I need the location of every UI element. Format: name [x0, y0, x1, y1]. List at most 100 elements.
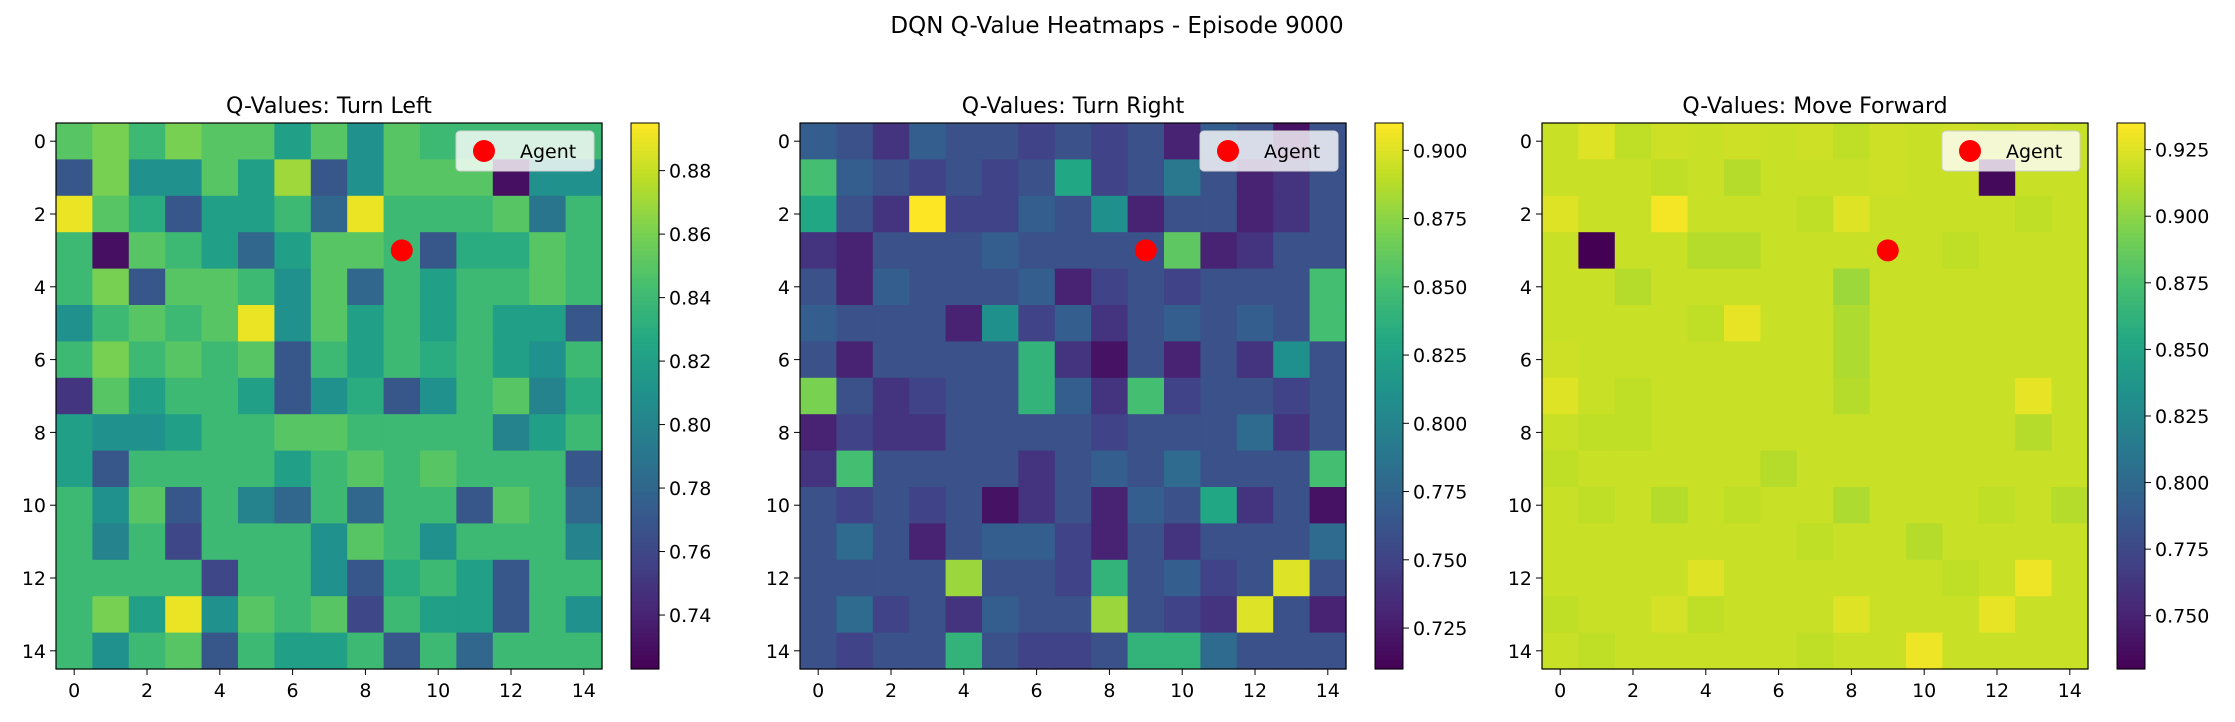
heatmap-cell [1164, 159, 1201, 197]
colorbar-segment [631, 259, 659, 265]
colorbar-segment [631, 455, 659, 461]
colorbar-segment [631, 546, 659, 552]
heatmap-cell [800, 195, 837, 233]
colorbar-segment [2117, 227, 2145, 233]
colorbar-segment [2117, 163, 2145, 170]
heatmap-cell [1869, 341, 1907, 379]
colorbar-segment [631, 236, 659, 242]
heatmap-cell [1687, 305, 1725, 342]
heatmap-cell [128, 341, 166, 379]
heatmap-cell [1578, 414, 1616, 452]
heatmap-cell [872, 123, 910, 160]
heatmap-cell [1687, 195, 1725, 233]
colorbar-segment [631, 587, 659, 593]
heatmap-cell [1869, 268, 1907, 306]
heatmap-cell [492, 450, 530, 488]
heatmap-cell [565, 450, 603, 488]
colorbar-segment [631, 154, 659, 160]
heatmap-cell [383, 450, 421, 488]
heatmap-cell [92, 450, 130, 488]
heatmap-cell [128, 159, 166, 197]
heatmap-cell [1833, 523, 1871, 561]
heatmap-cell [1164, 377, 1201, 415]
heatmap-cell [1651, 559, 1689, 597]
colorbar-segment [1375, 327, 1403, 333]
colorbar-segment [631, 250, 659, 256]
heatmap-cell [310, 305, 348, 342]
colorbar-segment [1375, 173, 1403, 179]
colorbar-segment [631, 659, 659, 666]
heatmap-cell [1651, 123, 1689, 160]
heatmap-cell [201, 123, 239, 160]
colorbar-segment [2117, 218, 2145, 224]
heatmap-cell [1869, 632, 1907, 670]
heatmap-cell [1200, 195, 1238, 233]
colorbar-segment [1375, 400, 1403, 406]
heatmap-cell [420, 305, 457, 342]
colorbar-segment [631, 396, 659, 402]
colorbar-segment [1375, 537, 1403, 543]
y-tick-label: 6 [778, 350, 790, 372]
colorbar-segment [2117, 259, 2145, 265]
x-tick-label: 12 [499, 680, 523, 702]
colorbar-frame [2116, 122, 2146, 670]
heatmap-cell [201, 450, 239, 488]
colorbar-segment [2117, 628, 2145, 634]
heatmap-cell [1869, 523, 1907, 561]
colorbar-segment [631, 295, 659, 302]
heatmap-cell [1054, 195, 1092, 233]
heatmap-cell [982, 596, 1019, 634]
heatmap-cell [1942, 596, 1980, 634]
colorbar-segment [2117, 254, 2145, 261]
heatmap-cell [165, 268, 203, 306]
heatmap-cell [1869, 596, 1907, 634]
colorbar-segment [631, 618, 659, 625]
heatmap-cell [1869, 377, 1907, 415]
colorbar-segment [1375, 659, 1403, 666]
colorbar-segment [631, 136, 659, 142]
heatmap-cell [529, 305, 567, 342]
colorbar-segment [631, 386, 659, 393]
colorbar-segment [631, 605, 659, 611]
colorbar-segment [2117, 537, 2145, 543]
colorbar-segment [631, 200, 659, 206]
heatmap-cell [1651, 268, 1689, 306]
heatmap-cell [128, 559, 166, 597]
heatmap-cell [165, 377, 203, 415]
heatmap-cell [1724, 523, 1761, 561]
heatmap-cell [909, 232, 947, 270]
colorbar-segment [1375, 505, 1403, 511]
heatmap-cell [982, 559, 1019, 597]
heatmap-cell [1164, 123, 1201, 160]
x-tick-label: 12 [1985, 680, 2009, 702]
heatmap-cell [1833, 123, 1871, 160]
heatmap-cell [383, 159, 421, 197]
heatmap-cell [1651, 377, 1689, 415]
heatmap-cell [1760, 268, 1798, 306]
heatmap-cell [1942, 632, 1980, 670]
heatmap-cell [492, 523, 530, 561]
heatmap-cell [1760, 232, 1798, 270]
heatmap-cell [945, 632, 983, 670]
colorbar-segment [1375, 168, 1403, 174]
colorbar-segment [1375, 259, 1403, 265]
colorbar-segment [631, 214, 659, 220]
heatmap-cell [529, 195, 567, 233]
colorbar-segment [2117, 587, 2145, 593]
colorbar-segment [631, 541, 659, 547]
colorbar-segment [1375, 527, 1403, 534]
heatmap-cell [800, 450, 837, 488]
heatmap-cell [92, 414, 130, 452]
colorbar-segment [1375, 578, 1403, 584]
heatmap-cell [1091, 559, 1129, 597]
heatmap-cell [347, 487, 385, 524]
heatmap-cell [1164, 268, 1201, 306]
legend-label: Agent [2006, 141, 2062, 163]
heatmap-cell [1091, 377, 1129, 415]
colorbar-segment [2117, 241, 2145, 247]
colorbar-segment [1375, 405, 1403, 411]
x-tick-label: 10 [426, 680, 450, 702]
colorbar-segment [1375, 573, 1403, 579]
colorbar-segment [631, 628, 659, 634]
colorbar-segment [631, 573, 659, 579]
